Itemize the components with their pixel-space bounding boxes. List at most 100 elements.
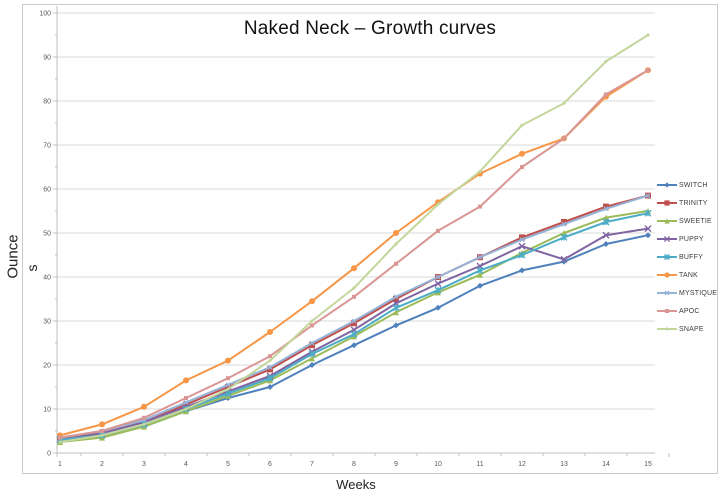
marker-diamond-small — [226, 387, 230, 392]
marker-diamond-small — [58, 440, 62, 444]
marker-triangle — [393, 309, 399, 316]
legend-item-switch: SWITCH — [657, 181, 717, 189]
marker-circle — [309, 298, 315, 305]
marker-square-small — [310, 323, 314, 328]
marker-diamond — [477, 282, 483, 289]
legend-swatch — [657, 235, 677, 243]
marker-x-small — [351, 318, 357, 324]
marker-diamond — [393, 322, 399, 329]
marker-asterisk — [266, 374, 274, 382]
marker-diamond-small — [268, 358, 272, 363]
legend-swatch — [657, 272, 677, 278]
legend-label: PUPPY — [679, 235, 704, 243]
legend-item-apoc: APOC — [657, 307, 717, 315]
marker-diamond-small — [604, 59, 608, 64]
y-tick-label: 90 — [43, 55, 51, 62]
marker-x — [434, 280, 442, 288]
x-tick-label: 9 — [394, 461, 398, 468]
y-tick-label: 20 — [43, 363, 51, 370]
marker-x-small — [393, 294, 399, 300]
marker-x-small — [183, 399, 189, 405]
legend-label: SWITCH — [679, 181, 708, 189]
y-tick-label: 60 — [43, 187, 51, 194]
x-tick-label: 7 — [310, 461, 314, 468]
marker-x — [644, 225, 652, 233]
marker-diamond-small — [100, 433, 104, 438]
legend-swatch — [657, 200, 677, 206]
series-line-apoc — [59, 69, 649, 439]
marker-asterisk — [308, 350, 316, 358]
legend-label: APOC — [679, 307, 700, 315]
marker-triangle — [309, 355, 315, 362]
marker-asterisk — [518, 251, 526, 259]
legend-swatch — [657, 253, 677, 261]
marker-circle — [519, 150, 525, 157]
marker-x-small — [477, 254, 483, 260]
marker-circle — [267, 329, 273, 335]
marker-diamond-small — [646, 33, 650, 37]
chart-frame — [22, 4, 718, 474]
x-tick-label: 2 — [100, 461, 104, 468]
marker-circle — [225, 357, 231, 364]
x-tick-label: 12 — [518, 461, 526, 468]
marker-square-small — [520, 165, 524, 169]
series-line-mystique — [59, 194, 649, 439]
legend-label: SWEETIE — [679, 217, 712, 225]
marker-diamond-small — [562, 101, 566, 106]
marker-square — [561, 219, 567, 225]
legend-item-sweetie: SWEETIE — [657, 217, 717, 225]
marker-asterisk — [560, 233, 568, 241]
marker-x-small — [225, 382, 231, 388]
x-tick-label: 13 — [560, 461, 568, 468]
x-tick-label: 3 — [142, 461, 146, 468]
marker-diamond — [603, 241, 609, 247]
x-tick-label: 1 — [58, 461, 62, 468]
marker-x-small — [267, 364, 273, 370]
marker-x-small — [435, 274, 441, 280]
legend-item-tank: TANK — [657, 271, 717, 279]
marker-diamond — [309, 362, 315, 368]
x-tick-label: 11 — [476, 461, 483, 468]
marker-triangle — [477, 271, 483, 278]
legend-marker-square — [664, 200, 670, 206]
marker-asterisk — [644, 209, 652, 217]
legend-swatch — [657, 309, 677, 313]
x-tick-label: 10 — [434, 461, 442, 468]
legend-marker-square-small — [665, 309, 669, 313]
marker-diamond-small — [436, 202, 440, 207]
marker-square-small — [184, 396, 188, 400]
marker-diamond — [351, 342, 357, 349]
marker-diamond-small — [394, 242, 398, 246]
legend-marker-triangle — [664, 218, 670, 224]
x-tick-label: 15 — [644, 461, 652, 468]
marker-asterisk — [350, 330, 358, 338]
marker-square — [267, 366, 273, 373]
y-tick-label: 30 — [43, 319, 51, 326]
legend-label: SNAPE — [679, 325, 704, 333]
legend-marker-diamond-small — [665, 327, 669, 331]
marker-square — [393, 296, 399, 302]
marker-asterisk — [224, 390, 232, 398]
marker-circle — [393, 230, 399, 236]
y-tick-label: 0 — [47, 451, 51, 458]
marker-square-small — [226, 376, 230, 381]
series-line-sweetie — [59, 210, 649, 443]
marker-square-small — [100, 429, 104, 433]
marker-asterisk — [602, 218, 610, 226]
y-tick-label: 100 — [39, 11, 51, 18]
marker-diamond — [519, 267, 525, 274]
legend-marker-x-small — [664, 290, 670, 296]
legend-item-mystique: MYSTIQUE — [657, 289, 717, 297]
legend-item-trinity: TRINITY — [657, 199, 717, 207]
marker-square — [183, 401, 189, 408]
y-tick-label: 50 — [43, 231, 51, 238]
marker-x-small — [645, 193, 651, 199]
legend-swatch — [657, 218, 677, 224]
marker-circle — [183, 377, 189, 384]
marker-diamond-small — [352, 286, 356, 290]
marker-triangle — [561, 230, 567, 236]
marker-square — [603, 203, 609, 210]
legend-swatch — [657, 290, 677, 296]
marker-circle — [141, 403, 147, 410]
